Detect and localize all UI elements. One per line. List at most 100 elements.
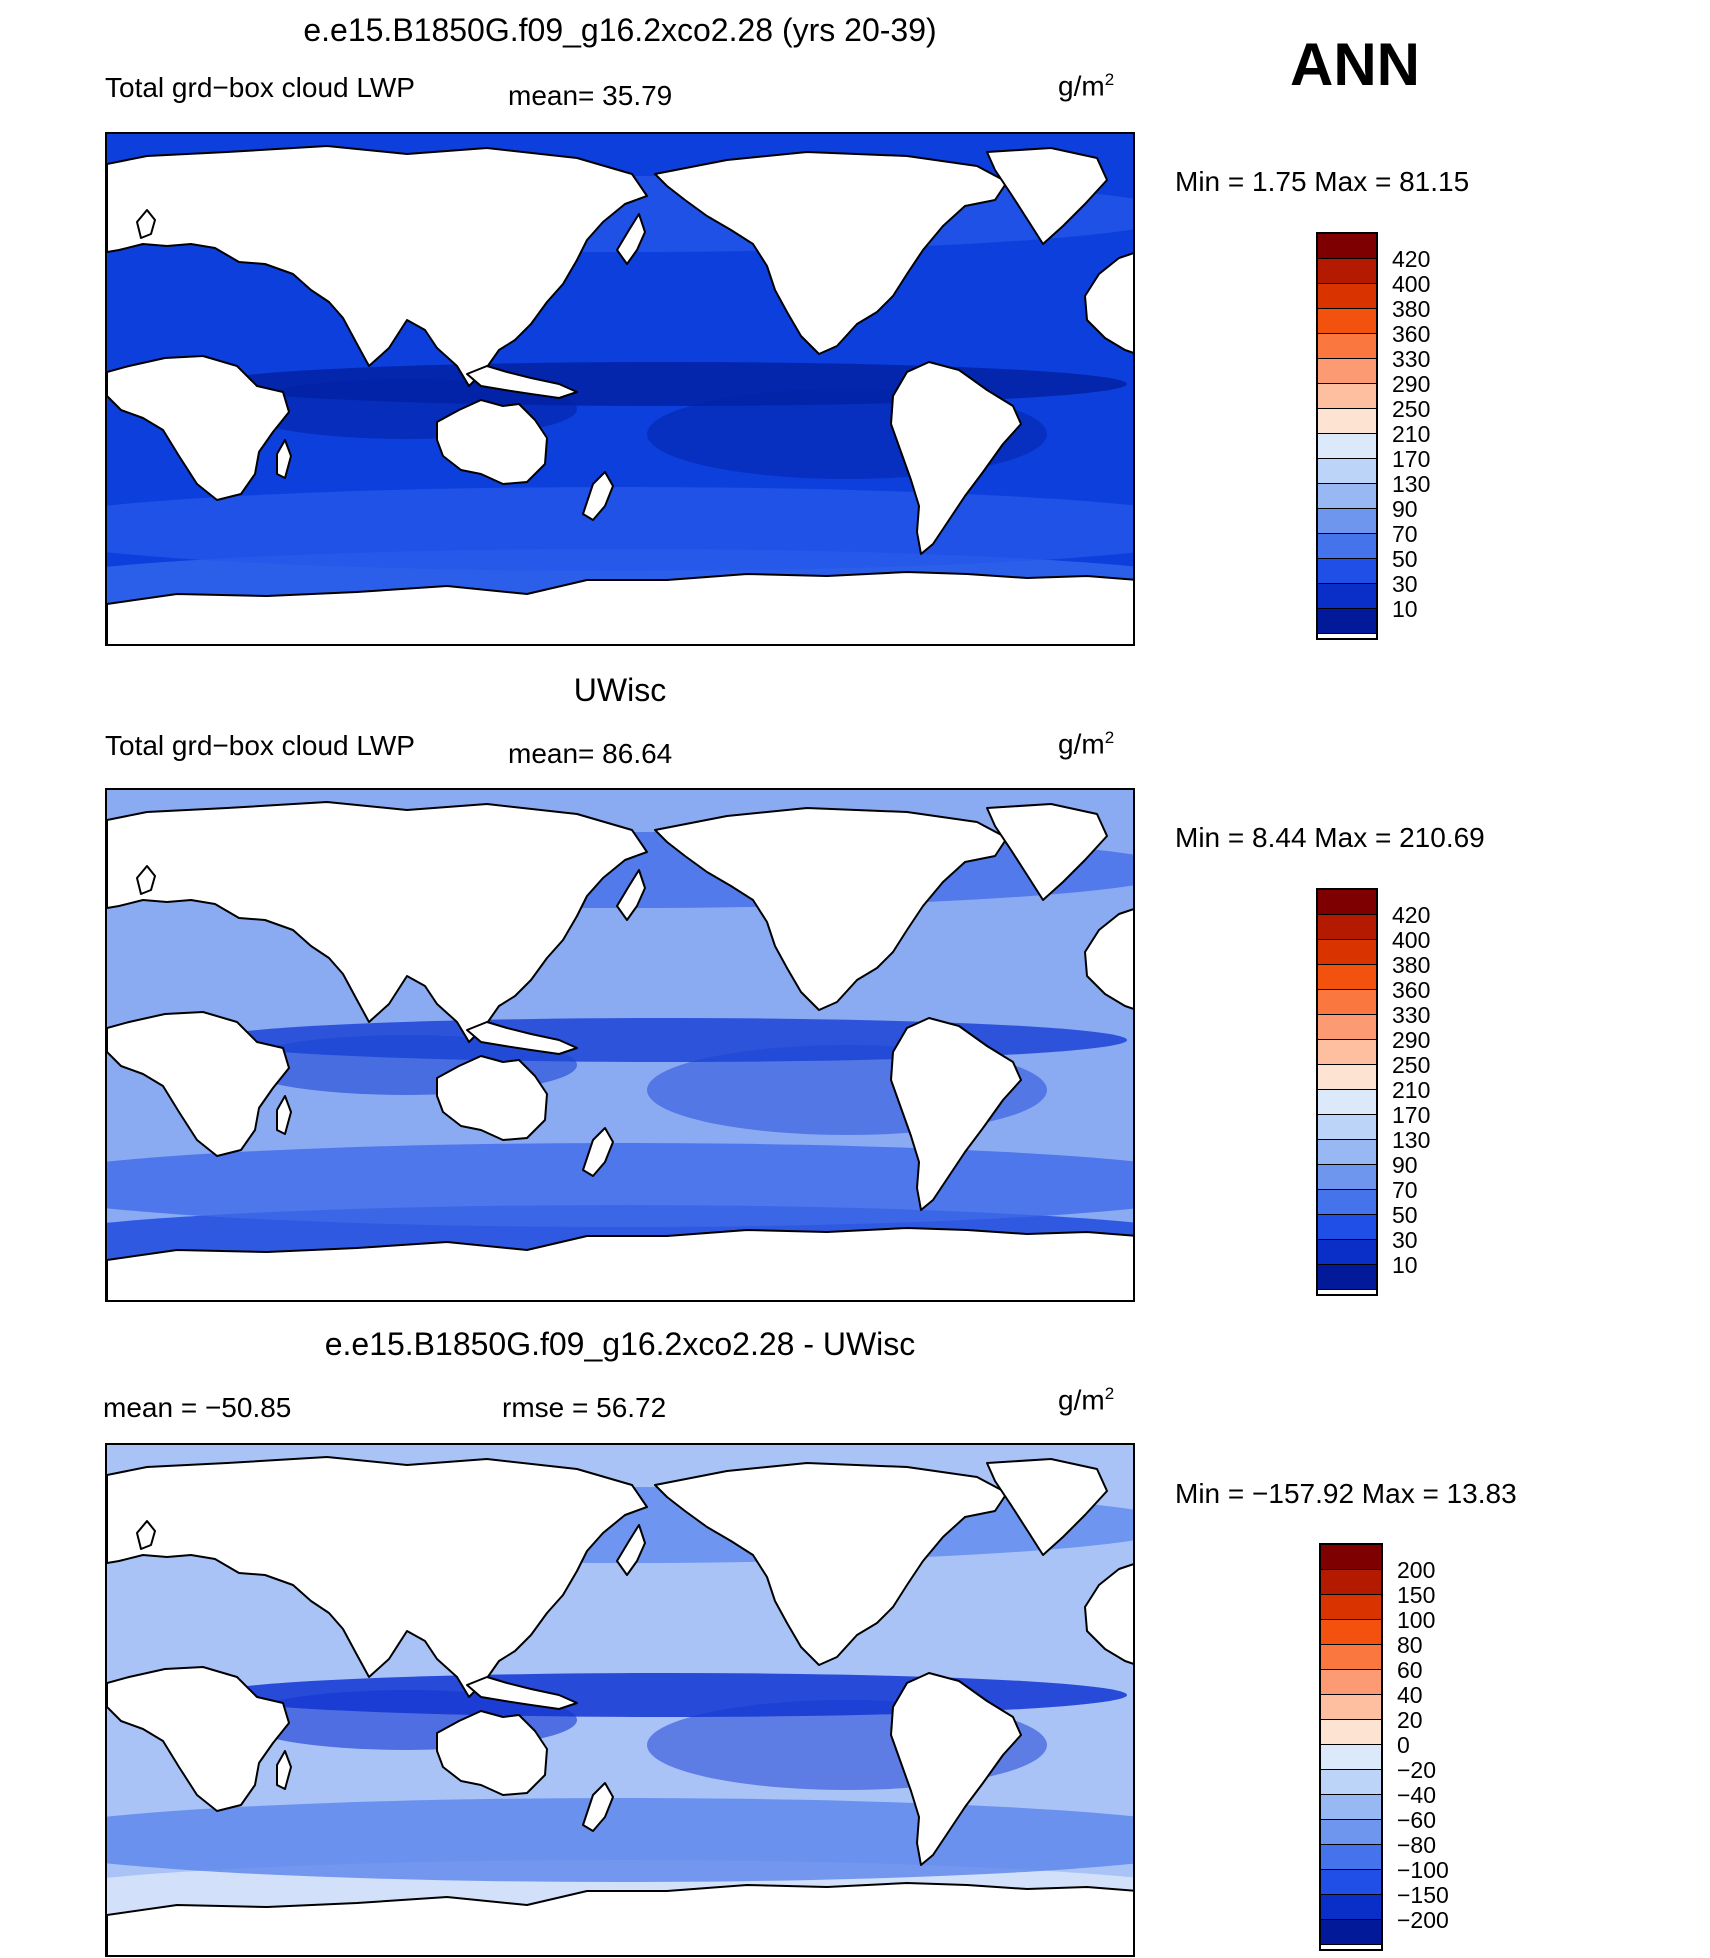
- field-band-storm-track: [107, 487, 1133, 571]
- rmse-value: rmse = 56.72: [502, 1392, 667, 1423]
- colorbar-swatch: [1321, 1570, 1381, 1595]
- colorbar-swatch: [1318, 1190, 1376, 1215]
- colorbar-swatch: [1321, 1820, 1381, 1845]
- colorbar-tick-label: 10: [1392, 1252, 1418, 1278]
- variable-label: Total grd−box cloud LWP: [105, 72, 415, 103]
- landmass-uk: [136, 865, 156, 895]
- landmass-indonesia: [466, 1676, 578, 1710]
- colorbar-swatch: [1318, 559, 1376, 584]
- colorbar-tick-label: 250: [1392, 1052, 1431, 1078]
- field-band-storm-track: [107, 1798, 1133, 1882]
- unit-label: g/m2: [1058, 1384, 1115, 1416]
- colorbar-swatch: [1318, 409, 1376, 434]
- colorbar-tick-label: 90: [1392, 1152, 1418, 1178]
- colorbar-tick-label: 360: [1392, 977, 1431, 1003]
- min-max-readout: Min = −157.92 Max = 13.83: [1175, 1478, 1517, 1509]
- landmass-greenland: [986, 147, 1108, 245]
- colorbar-swatch: [1318, 1015, 1376, 1040]
- min-max-readout: Min = 1.75 Max = 81.15: [1175, 166, 1470, 197]
- colorbar-tick-label: −80: [1397, 1832, 1437, 1858]
- landmass-north-america: [654, 1462, 1008, 1666]
- colorbar-swatch: [1321, 1845, 1381, 1870]
- colorbar-tick-label: 330: [1392, 1002, 1431, 1028]
- colorbar-tick-label: 10: [1392, 596, 1418, 622]
- colorbar-swatch: [1318, 1065, 1376, 1090]
- landmass-east-edge: [1084, 1563, 1133, 1665]
- colorbar-swatch: [1318, 940, 1376, 965]
- colorbar-tick-label: 210: [1392, 1077, 1431, 1103]
- landmass-antarctica: [107, 1227, 1133, 1300]
- colorbar-tick-label: 420: [1392, 246, 1431, 272]
- landmass-madagascar: [276, 1750, 292, 1790]
- colorbar-model: [1316, 232, 1378, 640]
- landmass-east-edge: [1084, 908, 1133, 1010]
- mean-value: mean= 35.79: [508, 80, 673, 111]
- landmass-japan: [616, 869, 646, 921]
- colorbar-tick-label: 400: [1392, 927, 1431, 953]
- unit-label: g/m2: [1058, 728, 1115, 760]
- colorbar-swatch: [1318, 1090, 1376, 1115]
- colorbar-swatch: [1321, 1595, 1381, 1620]
- landmass-new-zealand: [582, 1782, 614, 1832]
- colorbar-tick-label: −100: [1397, 1857, 1449, 1883]
- unit-label: g/m2: [1058, 70, 1115, 102]
- panel-title: e.e15.B1850G.f09_g16.2xco2.28 (yrs 20-39…: [303, 12, 937, 48]
- map-panel-difference: [105, 1443, 1135, 1957]
- colorbar-swatch: [1318, 309, 1376, 334]
- colorbar-tick-label: −20: [1397, 1757, 1437, 1783]
- colorbar-swatch: [1318, 890, 1376, 915]
- landmass-europe-asia: [107, 145, 648, 387]
- colorbar-tick-label: 170: [1392, 1102, 1431, 1128]
- landmass-africa: [107, 1011, 290, 1157]
- colorbar-tick-label: 70: [1392, 1177, 1418, 1203]
- landmass-australia: [436, 1055, 548, 1141]
- landmass-new-zealand: [582, 1127, 614, 1177]
- landmass-antarctica: [107, 571, 1133, 644]
- colorbar-tick-label: 50: [1392, 546, 1418, 572]
- landmass-africa: [107, 355, 290, 501]
- landmass-greenland: [986, 1458, 1108, 1556]
- landmass-europe-asia: [107, 1456, 648, 1698]
- panel-title: e.e15.B1850G.f09_g16.2xco2.28 - UWisc: [324, 1326, 916, 1362]
- landmass-australia: [436, 399, 548, 485]
- variable-label: Total grd−box cloud LWP: [105, 730, 415, 761]
- landmass-indonesia: [466, 1021, 578, 1055]
- colorbar-tick-label: 250: [1392, 396, 1431, 422]
- colorbar-tick-label: 400: [1392, 271, 1431, 297]
- colorbar-tick-label: 50: [1392, 1202, 1418, 1228]
- colorbar-swatch: [1318, 1165, 1376, 1190]
- colorbar-tick-label: 210: [1392, 421, 1431, 447]
- season-label: ANN: [1290, 31, 1420, 98]
- colorbar-tick-label: 40: [1397, 1682, 1423, 1708]
- colorbar-swatch: [1318, 1215, 1376, 1240]
- colorbar-swatch: [1318, 434, 1376, 459]
- landmass-madagascar: [276, 439, 292, 479]
- colorbar-tick-label: 380: [1392, 296, 1431, 322]
- landmass-east-edge: [1084, 252, 1133, 354]
- landmass-japan: [616, 1524, 646, 1576]
- landmass-south-america: [890, 1017, 1022, 1211]
- colorbar-swatch: [1318, 584, 1376, 609]
- landmass-japan: [616, 213, 646, 265]
- colorbar-tick-label: 130: [1392, 471, 1431, 497]
- colorbar-swatch: [1321, 1870, 1381, 1895]
- colorbar-swatch: [1318, 384, 1376, 409]
- colorbar-swatch: [1321, 1620, 1381, 1645]
- field-band-storm-track: [107, 1143, 1133, 1227]
- colorbar-swatch: [1318, 234, 1376, 259]
- landmass-australia: [436, 1710, 548, 1796]
- panel-title: UWisc: [573, 672, 667, 708]
- colorbar-tick-label: 200: [1397, 1557, 1436, 1583]
- colorbar-swatch: [1321, 1895, 1381, 1920]
- min-max-readout: Min = 8.44 Max = 210.69: [1175, 822, 1485, 853]
- colorbar-tick-label: 130: [1392, 1127, 1431, 1153]
- landmass-south-america: [890, 361, 1022, 555]
- colorbar-tick-label: −200: [1397, 1907, 1449, 1933]
- landmass-madagascar: [276, 1095, 292, 1135]
- colorbar-swatch: [1318, 915, 1376, 940]
- landmass-uk: [136, 1520, 156, 1550]
- colorbar-tick-label: 30: [1392, 1227, 1418, 1253]
- colorbar-swatch: [1318, 1265, 1376, 1290]
- colorbar-tick-label: −40: [1397, 1782, 1437, 1808]
- landmass-north-america: [654, 807, 1008, 1011]
